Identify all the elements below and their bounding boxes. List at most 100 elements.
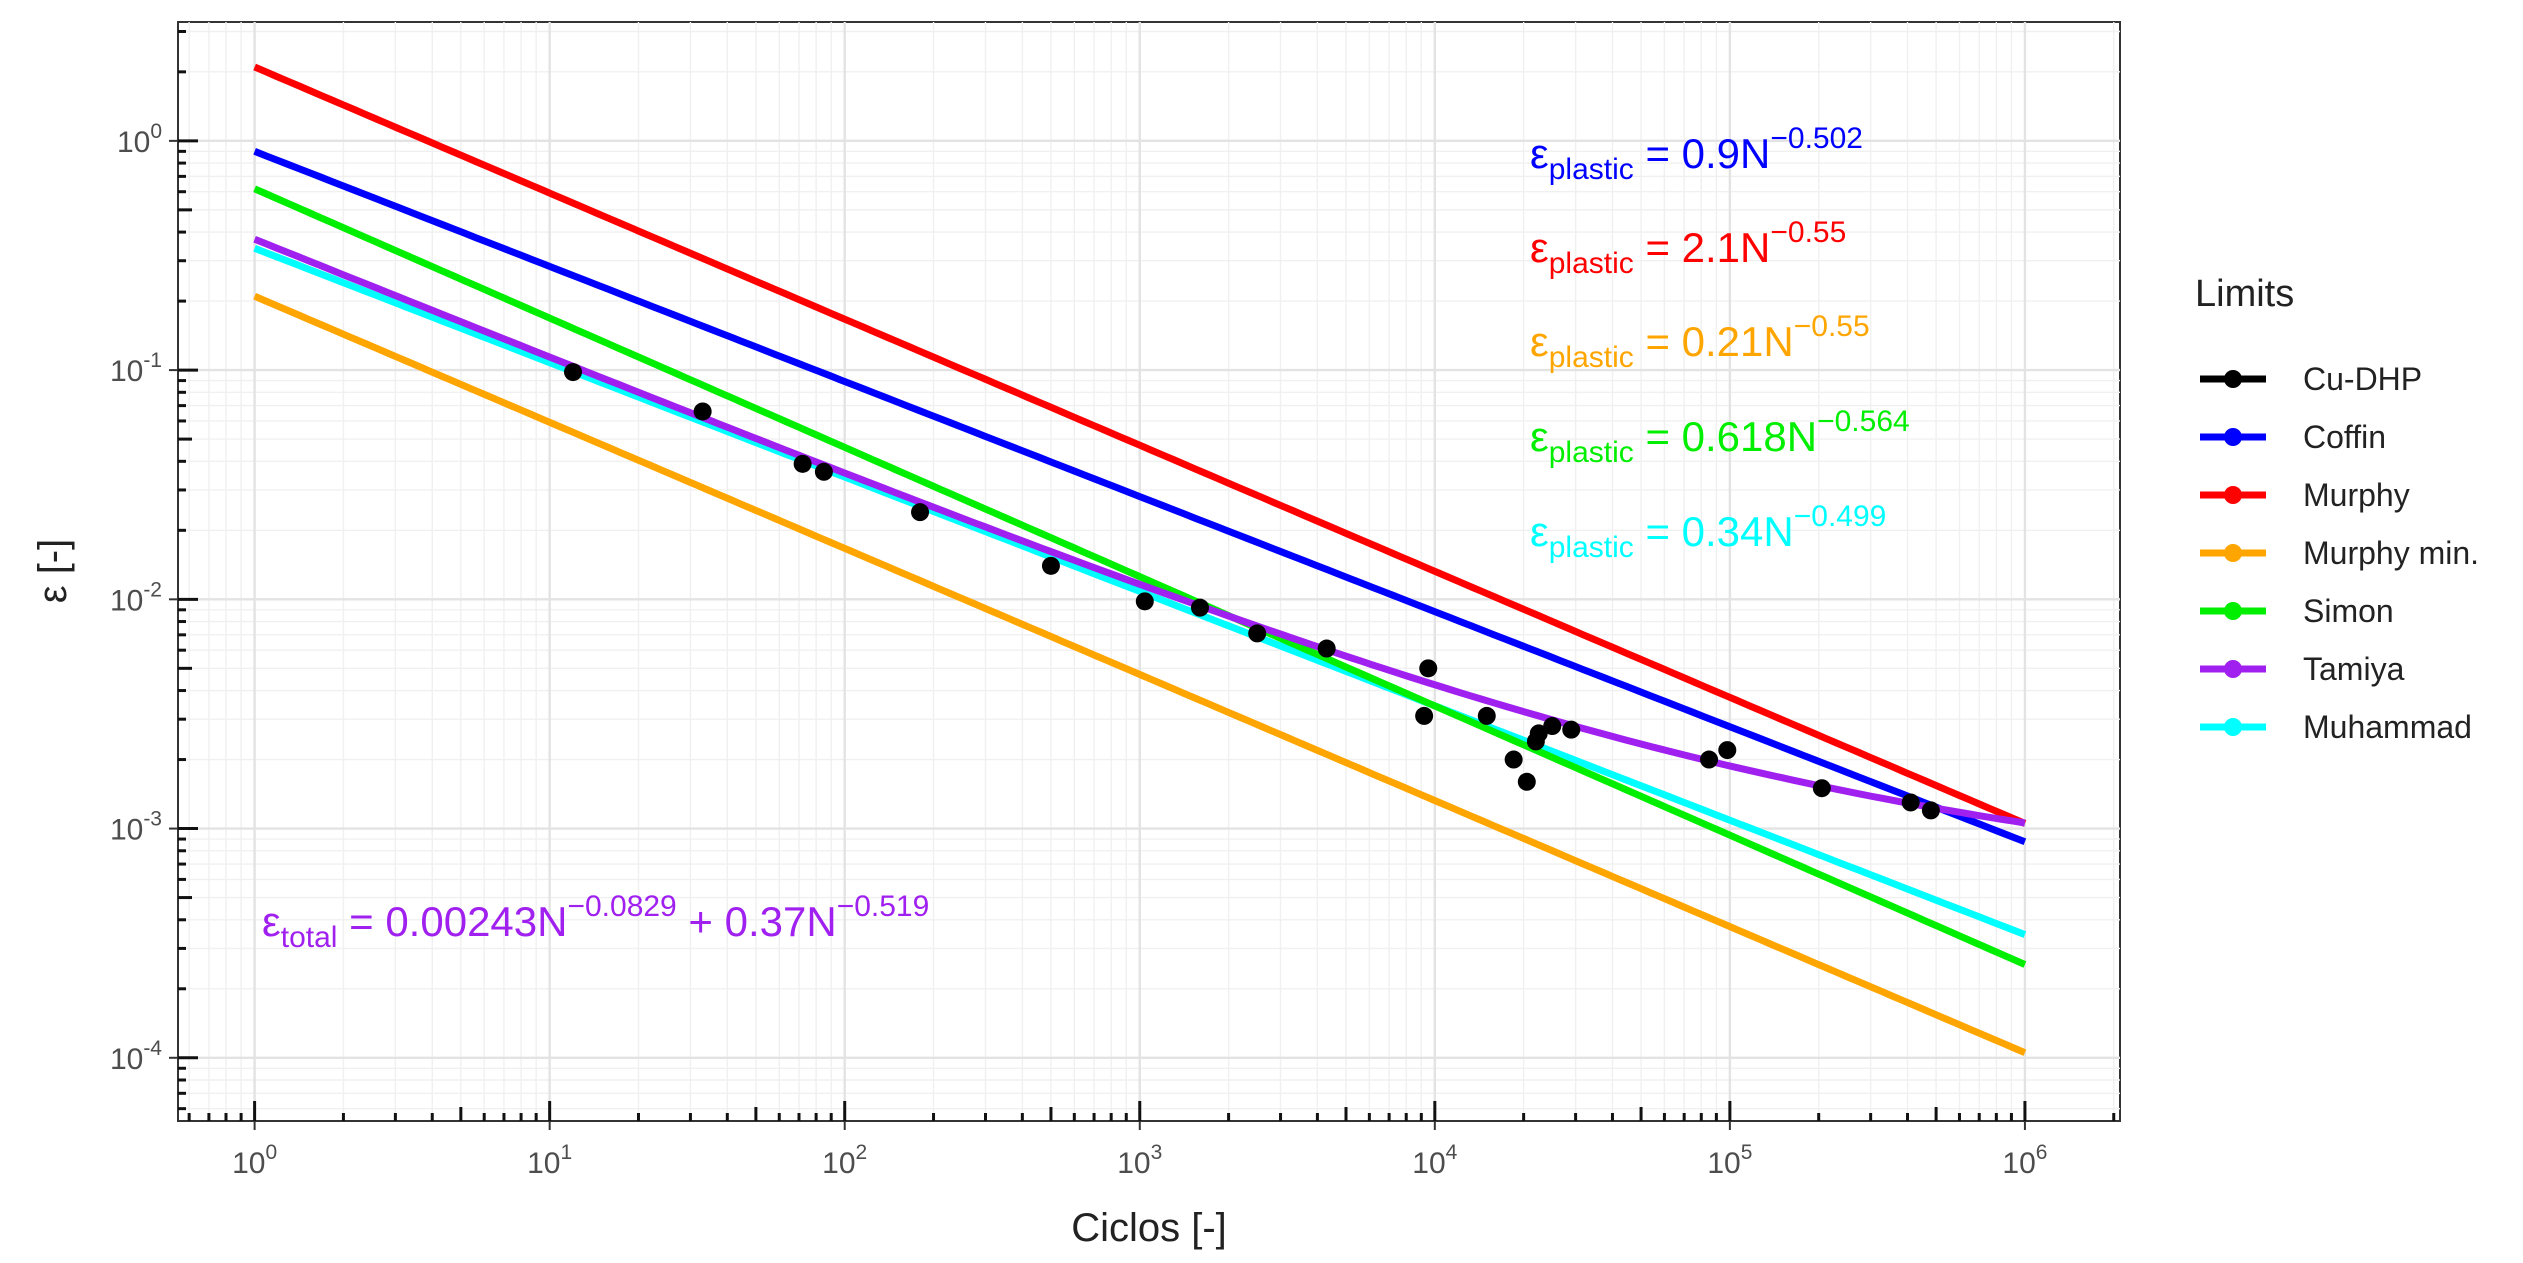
equation-exponent-2: −0.519 [837,890,930,923]
data-point [911,503,930,522]
data-point [1419,659,1438,678]
rug-ticks [178,29,2116,1121]
legend-key [2200,602,2266,620]
data-point [1700,750,1719,769]
legend-title: Limits [2195,273,2294,315]
major-gridlines [178,22,2120,1121]
legend-key [2200,544,2266,562]
y-tick-label: 10-1 [110,349,162,388]
data-point [1248,624,1267,643]
equation-body: = 0.34N [1634,508,1794,555]
y-axis-title: ε [-] [31,539,75,604]
equation-label: εplastic = 0.21N−0.55 [1530,310,1870,374]
data-point [1041,556,1060,575]
x-tick-base: 10 [2002,1147,2035,1180]
x-tick-label: 106 [2002,1141,2047,1180]
y-tick-exponent: -1 [143,349,162,372]
y-tick-base: 10 [110,584,143,617]
y-tick-base: 10 [110,1043,143,1076]
data-point [1517,772,1536,791]
x-tick-label: 102 [822,1141,867,1180]
x-tick-exponent: 2 [856,1141,868,1164]
data-point [1504,750,1523,769]
line-tamiya [253,235,2026,827]
data-point [1812,779,1831,798]
legend-swatch-point [2224,370,2242,388]
data-point [1562,720,1581,739]
legend-swatch-point [2224,544,2242,562]
line-murphy [253,63,2027,827]
data-point [1477,706,1496,725]
y-tick-exponent: 0 [150,120,162,143]
legend-label: Muhammad [2303,709,2472,745]
x-tick-exponent: 3 [1151,1141,1163,1164]
data-point [1529,724,1548,743]
data-point [564,363,583,382]
data-point [1543,717,1562,736]
data-point [693,402,712,421]
x-tick-base: 10 [822,1147,855,1180]
equation-symbol: ε [1530,508,1549,555]
x-tick-exponent: 1 [561,1141,573,1164]
y-tick-base: 10 [110,355,143,388]
equation-label: εplastic = 0.618N−0.564 [1530,405,1910,469]
model-lines [253,63,2027,1056]
equation-subscript: plastic [1549,247,1634,280]
legend-key [2200,428,2266,446]
legend-swatch-point [2224,428,2242,446]
y-tick-base: 10 [110,814,143,847]
equation-exponent: −0.502 [1770,122,1863,155]
y-tick-label: 10-2 [110,578,162,617]
legend-label: Tamiya [2303,651,2405,687]
equation-symbol: ε [262,898,281,945]
legend-swatch-point [2224,486,2242,504]
data-point [1135,592,1154,611]
legend-label: Simon [2303,593,2394,629]
equation-symbol: ε [1530,318,1549,365]
x-tick-label: 104 [1412,1141,1457,1180]
line-coffin [253,148,2027,846]
legend: Limits Cu-DHP Coffin Murphy Murphy min. Simo… [2195,273,2479,745]
equation-subscript: plastic [1549,153,1634,186]
x-tick-labels: 100 101 102 103 104 105 106 [232,1141,2047,1180]
legend-label: Cu-DHP [2303,361,2422,397]
y-tick-exponent: -3 [143,808,162,831]
equation-label: εtotal = 0.00243N−0.0829 + 0.37N−0.519 [262,890,929,954]
y-tick-exponent: -4 [143,1037,162,1060]
x-axis-title: Ciclos [-] [1071,1206,1227,1250]
equation-symbol: ε [1530,130,1549,177]
x-tick-base: 10 [527,1147,560,1180]
legend-label: Murphy min. [2303,535,2479,571]
legend-key [2200,486,2266,504]
equation-label: εplastic = 0.9N−0.502 [1530,122,1863,186]
legend-key [2200,660,2266,678]
equation-exponent: −0.499 [1794,500,1887,533]
x-tick-label: 100 [232,1141,277,1180]
x-tick-label: 103 [1117,1141,1162,1180]
axis-ticks [169,139,2026,1130]
x-tick-exponent: 5 [1741,1141,1753,1164]
y-tick-base: 10 [117,126,150,159]
data-point [1317,639,1336,658]
legend-key [2200,718,2266,736]
x-tick-exponent: 6 [2036,1141,2048,1164]
equation-label: εplastic = 0.34N−0.499 [1530,500,1886,564]
data-points [564,363,1940,820]
data-point [1921,801,1940,820]
equation-subscript: plastic [1549,436,1634,469]
equation-exponent: −0.55 [1794,310,1870,343]
x-tick-label: 105 [1707,1141,1752,1180]
data-point [793,454,812,473]
legend-label: Murphy [2303,477,2410,513]
x-tick-exponent: 4 [1446,1141,1458,1164]
equation-body-2: + 0.37N [677,898,837,945]
data-point [1718,741,1737,760]
legend-swatch-point [2224,718,2242,736]
data-point [814,462,833,481]
equation-label: εplastic = 2.1N−0.55 [1530,216,1846,280]
equation-body: = 2.1N [1634,224,1771,271]
equation-exponent: −0.564 [1817,405,1910,438]
